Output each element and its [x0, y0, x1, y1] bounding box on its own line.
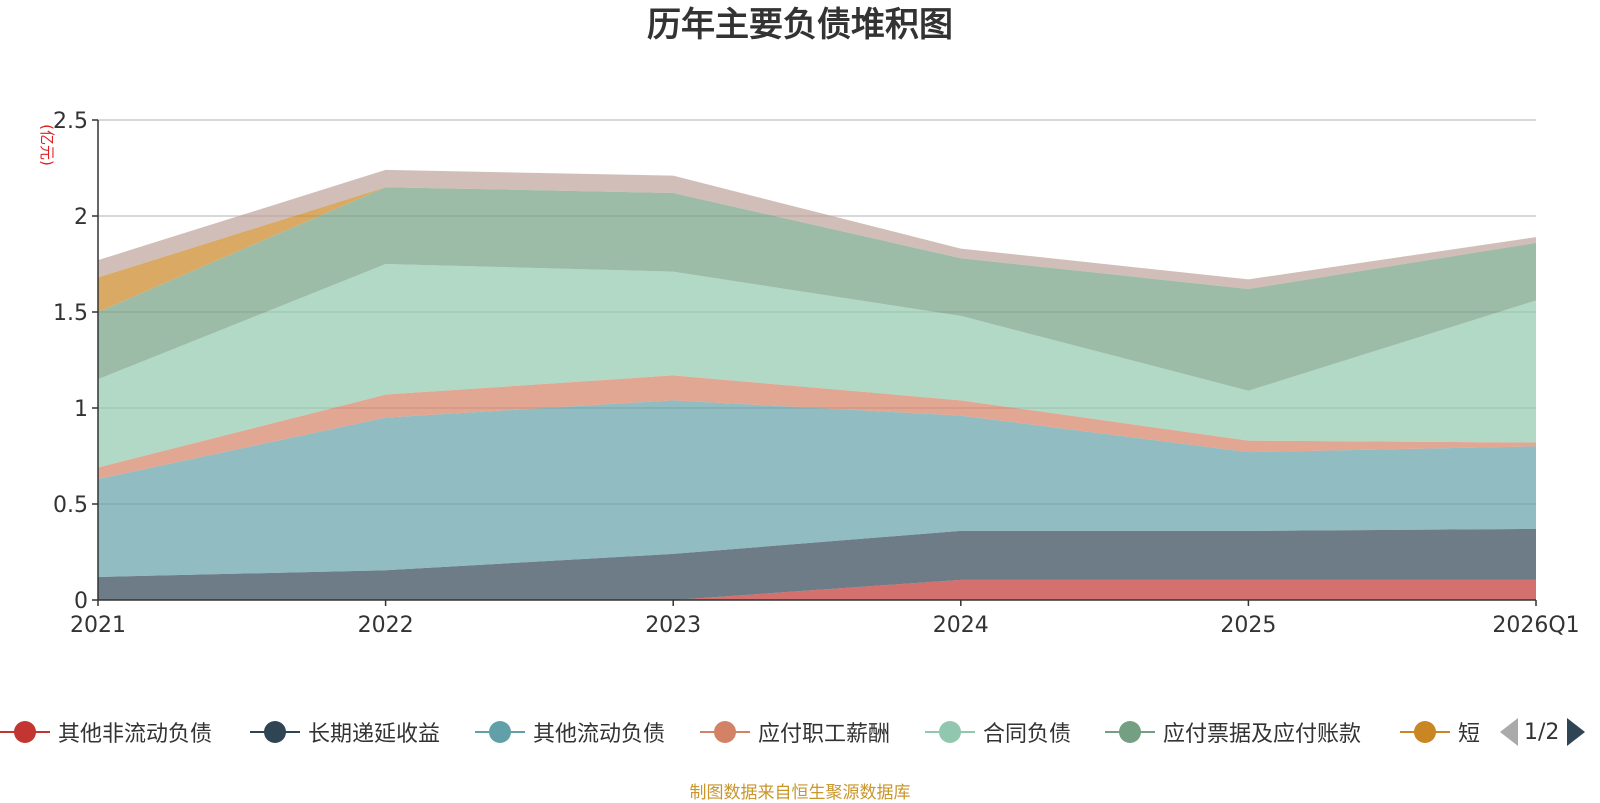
legend-label: 其他非流动负债 [58, 722, 213, 747]
legend-item[interactable]: 应付票据及应付账款 [1105, 712, 1361, 752]
legend-item[interactable]: 合同负债 [925, 712, 1071, 752]
data-source-note: 制图数据来自恒生聚源数据库 [689, 783, 911, 803]
legend-marker-icon [925, 712, 975, 752]
legend-marker-icon [475, 712, 525, 752]
area-长期递延收益[interactable] [98, 528, 1536, 600]
area-应付票据及应付账款[interactable] [98, 187, 1536, 391]
legend-label: 应付职工薪酬 [758, 722, 891, 747]
legend-item[interactable]: 其他流动负债 [475, 712, 665, 752]
area-合同负债[interactable] [98, 264, 1536, 468]
legend-item[interactable]: 短 [1400, 712, 1480, 752]
legend-marker-icon [1105, 712, 1155, 752]
y-tick-label: 2 [74, 205, 88, 230]
legend-item[interactable]: 其他非流动负债 [0, 712, 212, 752]
stacked-area-chart: 0 0.5 1 1.5 2 2.5 2021 2022 2023 2024 2025 2026Q1 (… [38, 109, 1580, 638]
legend-next-page-button[interactable] [1567, 718, 1586, 746]
x-tick-label: 2021 [70, 613, 126, 638]
legend-item[interactable]: 应付职工薪酬 [700, 712, 890, 752]
x-tick-label: 2023 [645, 613, 701, 638]
legend-label: 长期递延收益 [308, 722, 441, 747]
x-tick-label: 2025 [1220, 613, 1276, 638]
legend-marker-icon [700, 712, 750, 752]
area-其他非流动负债[interactable] [98, 579, 1536, 600]
x-tick-label: 2026Q1 [1492, 613, 1579, 638]
legend: 其他非流动负债 长期递延收益 其他流动负债 应付职工薪酬 合同负债 应付票据及应付账款 短 [0, 712, 1600, 752]
area-series [98, 169, 1536, 600]
legend-label: 短 [1458, 722, 1480, 747]
y-tick-label: 2.5 [53, 109, 88, 134]
legend-marker-icon [1400, 712, 1450, 752]
legend-page-indicator: 1/2 [1524, 719, 1560, 745]
area-其他流动负债[interactable] [98, 400, 1536, 577]
x-tick-label: 2022 [358, 613, 414, 638]
legend-prev-page-button[interactable] [1500, 718, 1518, 746]
y-tick-label: 1 [74, 397, 88, 422]
legend-marker-icon [0, 712, 50, 752]
axes: 0 0.5 1 1.5 2 2.5 2021 2022 2023 2024 2025 2026Q1 [53, 109, 1580, 638]
legend-item[interactable]: 长期递延收益 [250, 712, 440, 752]
legend-marker-icon [250, 712, 300, 752]
legend-label: 其他流动负债 [533, 722, 666, 747]
y-axis-label: (亿元) [38, 124, 56, 166]
x-tick-label: 2024 [933, 613, 989, 638]
legend-pager: 1/2 [1500, 712, 1586, 752]
chart-title: 历年主要负债堆积图 [647, 5, 953, 45]
y-tick-label: 0.5 [53, 493, 88, 518]
legend-label: 合同负债 [983, 722, 1072, 747]
legend-items: 其他非流动负债 长期递延收益 其他流动负债 应付职工薪酬 合同负债 应付票据及应付账款 短 [0, 712, 1480, 752]
area-应付职工薪酬[interactable] [98, 375, 1536, 480]
y-tick-label: 1.5 [53, 301, 88, 326]
y-tick-label: 0 [74, 589, 88, 614]
legend-label: 应付票据及应付账款 [1163, 722, 1362, 747]
